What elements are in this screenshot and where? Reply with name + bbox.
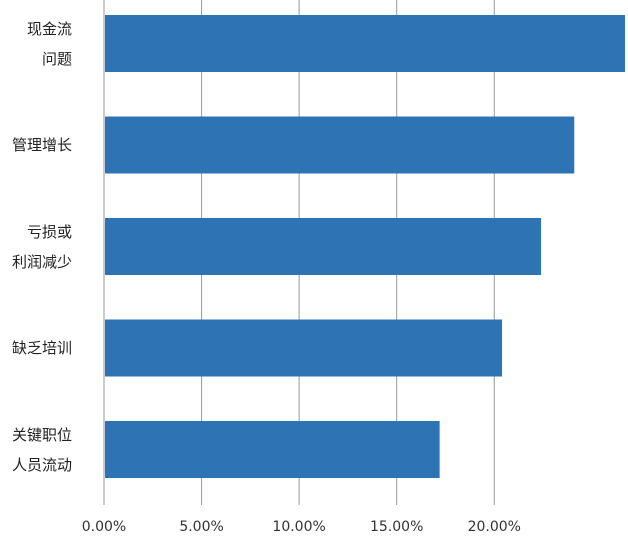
bar — [105, 319, 503, 377]
y-tick-label: 现金流 问题 — [26, 19, 72, 68]
bar — [105, 218, 542, 275]
x-tick-label: 15.00% — [370, 519, 423, 535]
y-tick-label: 管理增长 — [11, 136, 72, 154]
y-tick-label: 关键职位 人员流动 — [11, 425, 72, 474]
bar — [105, 15, 625, 72]
y-tick-label: 亏损或 利润减少 — [11, 222, 72, 271]
x-tick-label: 10.00% — [272, 519, 325, 535]
bar — [105, 116, 575, 174]
y-tick-label: 缺乏培训 — [11, 339, 72, 357]
x-tick-label: 5.00% — [179, 519, 223, 535]
x-tick-label: 0.00% — [82, 519, 126, 535]
x-tick-label: 20.00% — [468, 519, 521, 535]
bar — [105, 421, 440, 478]
